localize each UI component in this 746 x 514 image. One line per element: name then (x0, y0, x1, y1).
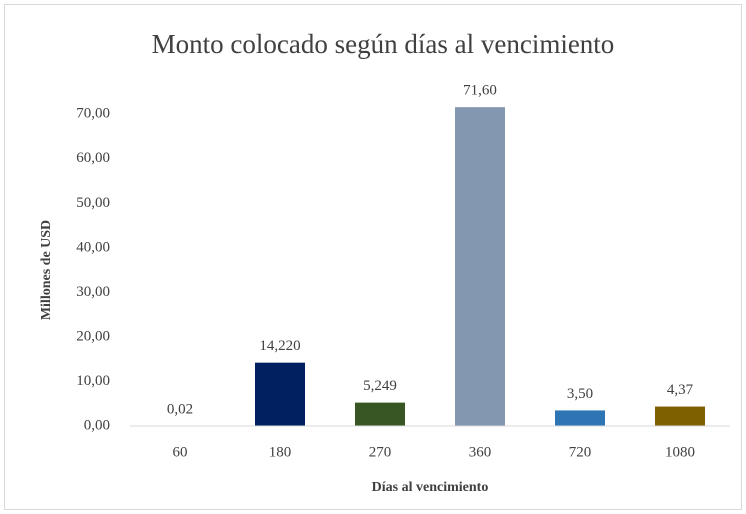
data-label: 3,50 (567, 386, 593, 402)
y-tick-label: 50,00 (76, 195, 110, 211)
y-tick-label: 0,00 (84, 417, 110, 433)
data-label: 0,02 (167, 401, 193, 417)
y-tick-label: 30,00 (76, 284, 110, 300)
y-tick-label: 60,00 (76, 150, 110, 166)
y-tick-label: 70,00 (76, 106, 110, 122)
x-axis-title: Días al vencimiento (372, 480, 489, 495)
chart-border (4, 4, 742, 510)
y-tick-label: 10,00 (76, 373, 110, 389)
y-tick-label: 40,00 (76, 239, 110, 255)
x-tick-label: 1080 (665, 444, 695, 460)
x-tick-label: 180 (269, 444, 292, 460)
data-label: 71,60 (463, 83, 497, 99)
data-label: 14,220 (259, 338, 300, 354)
y-axis-title: Millones de USD (39, 220, 54, 320)
x-tick-label: 720 (569, 444, 592, 460)
x-tick-label: 360 (469, 444, 492, 460)
bar (555, 410, 605, 426)
bar (655, 406, 705, 426)
data-label: 4,37 (667, 382, 694, 398)
x-tick-label: 60 (173, 444, 188, 460)
bar (355, 402, 405, 426)
chart-title: Monto colocado según días al vencimiento (152, 29, 615, 59)
bar (255, 362, 305, 426)
x-tick-label: 270 (369, 444, 392, 460)
bar (455, 107, 505, 427)
y-tick-label: 20,00 (76, 328, 110, 344)
data-label: 5,249 (363, 378, 397, 394)
